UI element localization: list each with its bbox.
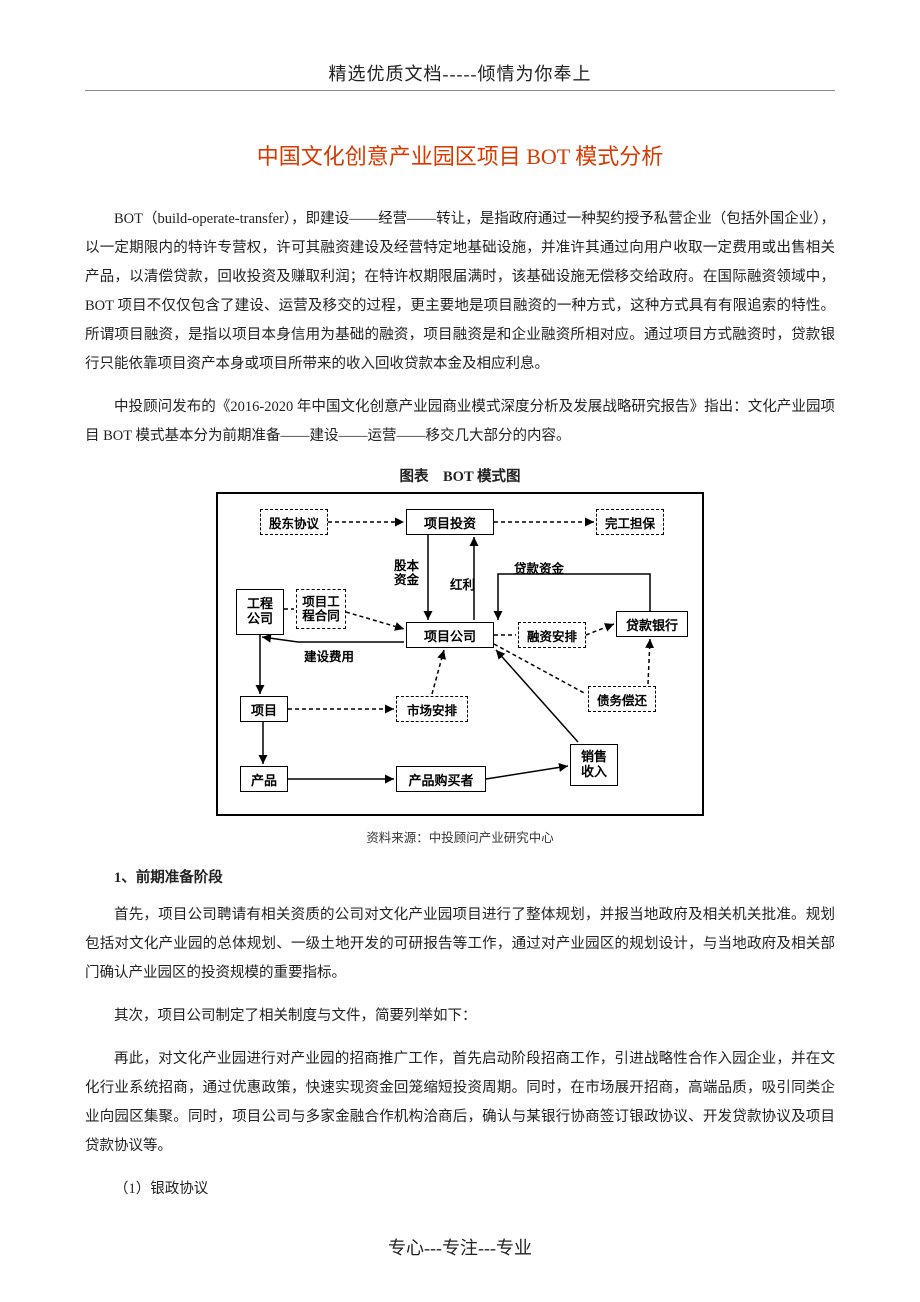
figure-source: 资料来源：中投顾问产业研究中心 [85,827,835,846]
section-heading-1: 1、前期准备阶段 [85,866,835,887]
node-market-arrangement: 市场安排 [396,696,468,722]
node-engineering-company: 工程公司 [236,589,284,635]
page-header: 精选优质文档-----倾情为你奉上 [85,60,835,86]
paragraph-4: 其次，项目公司制定了相关制度与文件，简要列举如下： [85,1002,835,1031]
node-project-company: 项目公司 [406,622,494,648]
node-project-investment: 项目投资 [406,509,494,535]
node-financing-arrangement: 融资安排 [518,622,586,648]
node-shareholder-agreement: 股东协议 [260,509,328,535]
node-project-engineering-contract: 项目工程合同 [296,589,346,629]
label-construction-cost: 建设费用 [304,646,354,665]
paragraph-3: 首先，项目公司聘请有相关资质的公司对文化产业园项目进行了整体规划，并报当地政府及… [85,901,835,988]
doc-title: 中国文化创意产业园区项目 BOT 模式分析 [85,139,835,171]
header-rule [85,90,835,91]
label-loan-funds: 贷款资金 [514,558,564,577]
paragraph-5: 再此，对文化产业园进行对产业园的招商推广工作，首先启动阶段招商工作，引进战略性合… [85,1045,835,1161]
node-product-buyer: 产品购买者 [396,766,486,792]
figure-caption: 图表 BOT 模式图 [85,465,835,486]
node-completion-guarantee: 完工担保 [596,509,664,535]
node-project: 项目 [240,696,288,722]
paragraph-6: （1）银政协议 [85,1175,835,1204]
figure-wrap: 股东协议 项目投资 完工担保 工程公司 项目工程合同 项目公司 融资安排 贷款银… [85,492,835,821]
node-loan-bank: 贷款银行 [616,611,688,637]
label-equity-capital: 股本资金 [394,560,419,588]
paragraph-2: 中投顾问发布的《2016-2020 年中国文化创意产业园商业模式深度分析及发展战… [85,393,835,451]
paragraph-1: BOT（build-operate-transfer），即建设——经营——转让，… [85,205,835,379]
node-product: 产品 [240,766,288,792]
label-dividend: 红利 [450,574,475,593]
node-debt-repayment: 债务偿还 [588,686,656,712]
bot-diagram: 股东协议 项目投资 完工担保 工程公司 项目工程合同 项目公司 融资安排 贷款银… [216,492,704,816]
node-sales-revenue: 销售收入 [570,744,618,786]
page-footer: 专心---专注---专业 [0,1234,920,1260]
